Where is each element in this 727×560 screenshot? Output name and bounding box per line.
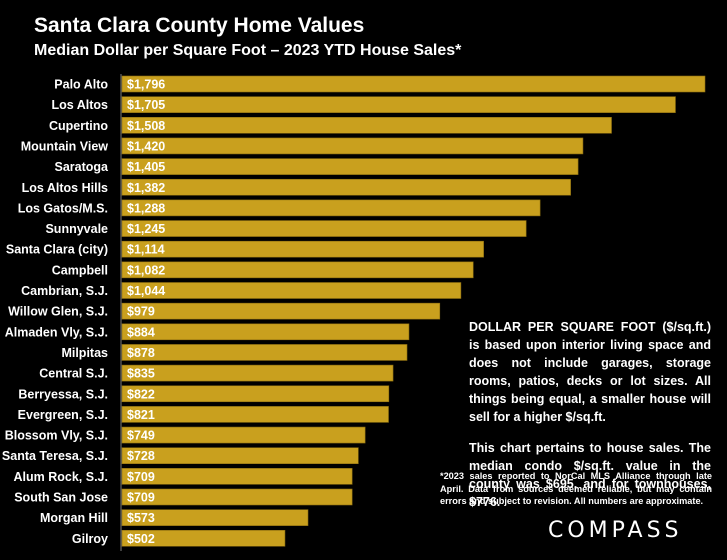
- bar-15: [121, 385, 390, 403]
- bar-5: [121, 178, 571, 196]
- value-label-11: $979: [127, 305, 155, 319]
- value-label-10: $1,044: [127, 284, 165, 298]
- value-label-1: $1,705: [127, 98, 165, 112]
- bar-4: [121, 158, 579, 175]
- value-label-19: $709: [127, 470, 155, 484]
- bar-3: [121, 137, 584, 155]
- value-label-15: $822: [127, 387, 155, 401]
- value-label-4: $1,405: [127, 160, 165, 174]
- category-label-16: Evergreen, S.J.: [18, 408, 108, 422]
- category-label-14: Central S.J.: [39, 367, 108, 381]
- compass-logo: COMPASS: [548, 518, 683, 543]
- category-label-11: Willow Glen, S.J.: [8, 305, 108, 319]
- category-label-20: South San Jose: [14, 491, 108, 505]
- value-label-21: $573: [127, 511, 155, 525]
- category-label-3: Mountain View: [21, 139, 109, 153]
- bar-13: [121, 344, 408, 361]
- bar-6: [121, 199, 541, 217]
- value-label-14: $835: [127, 367, 155, 381]
- bar-0: [121, 75, 706, 93]
- bar-1: [121, 96, 676, 113]
- bar-22: [121, 529, 286, 547]
- bar-20: [121, 488, 353, 506]
- category-label-17: Blossom Vly, S.J.: [5, 429, 108, 443]
- category-label-18: Santa Teresa, S.J.: [2, 449, 108, 463]
- category-label-4: Saratoga: [55, 160, 110, 174]
- value-label-3: $1,420: [127, 139, 165, 153]
- value-label-20: $709: [127, 491, 155, 505]
- notes-panel: DOLLAR PER SQUARE FOOT ($/sq.ft.) is bas…: [469, 318, 711, 524]
- value-label-16: $821: [127, 408, 155, 422]
- category-label-8: Santa Clara (city): [6, 243, 108, 257]
- category-label-12: Almaden Vly, S.J.: [5, 325, 108, 339]
- bar-21: [121, 509, 309, 526]
- bar-2: [121, 117, 612, 134]
- value-label-22: $502: [127, 532, 155, 546]
- category-label-21: Morgan Hill: [40, 511, 108, 525]
- value-label-5: $1,382: [127, 181, 165, 195]
- definition-note: DOLLAR PER SQUARE FOOT ($/sq.ft.) is bas…: [469, 320, 711, 424]
- pertains-note: This chart pertains to house sales. The …: [469, 441, 711, 509]
- value-label-13: $878: [127, 346, 155, 360]
- category-label-10: Cambrian, S.J.: [21, 284, 108, 298]
- value-label-12: $884: [127, 325, 155, 339]
- category-label-15: Berryessa, S.J.: [18, 387, 108, 401]
- value-label-7: $1,245: [127, 222, 165, 236]
- category-label-7: Sunnyvale: [45, 222, 108, 236]
- category-label-1: Los Altos: [52, 98, 109, 112]
- bar-8: [121, 240, 484, 258]
- footnote: *2023 sales reported to NorCal MLS Allia…: [440, 471, 712, 506]
- category-label-2: Cupertino: [49, 119, 108, 133]
- chart-title: Santa Clara County Home Values: [34, 14, 365, 37]
- category-label-6: Los Gatos/M.S.: [18, 201, 108, 215]
- bar-18: [121, 447, 359, 465]
- value-label-2: $1,508: [127, 119, 165, 133]
- bar-12: [121, 323, 410, 341]
- chart-subtitle: Median Dollar per Square Foot – 2023 YTD…: [34, 42, 462, 59]
- value-label-18: $728: [127, 449, 155, 463]
- value-label-9: $1,082: [127, 263, 165, 277]
- bar-7: [121, 220, 527, 237]
- bar-14: [121, 364, 394, 382]
- value-label-0: $1,796: [127, 78, 165, 92]
- bar-19: [121, 468, 353, 485]
- category-label-19: Alum Rock, S.J.: [14, 470, 108, 484]
- category-label-5: Los Altos Hills: [22, 181, 108, 195]
- value-label-17: $749: [127, 429, 155, 443]
- bar-16: [121, 406, 389, 423]
- bar-10: [121, 282, 462, 299]
- value-label-6: $1,288: [127, 201, 165, 215]
- category-label-13: Milpitas: [61, 346, 108, 360]
- bar-9: [121, 261, 474, 279]
- value-label-8: $1,114: [127, 243, 165, 257]
- category-label-0: Palo Alto: [54, 78, 108, 92]
- category-label-9: Campbell: [52, 263, 108, 277]
- category-label-22: Gilroy: [72, 532, 108, 546]
- bar-11: [121, 302, 441, 320]
- bar-17: [121, 426, 366, 444]
